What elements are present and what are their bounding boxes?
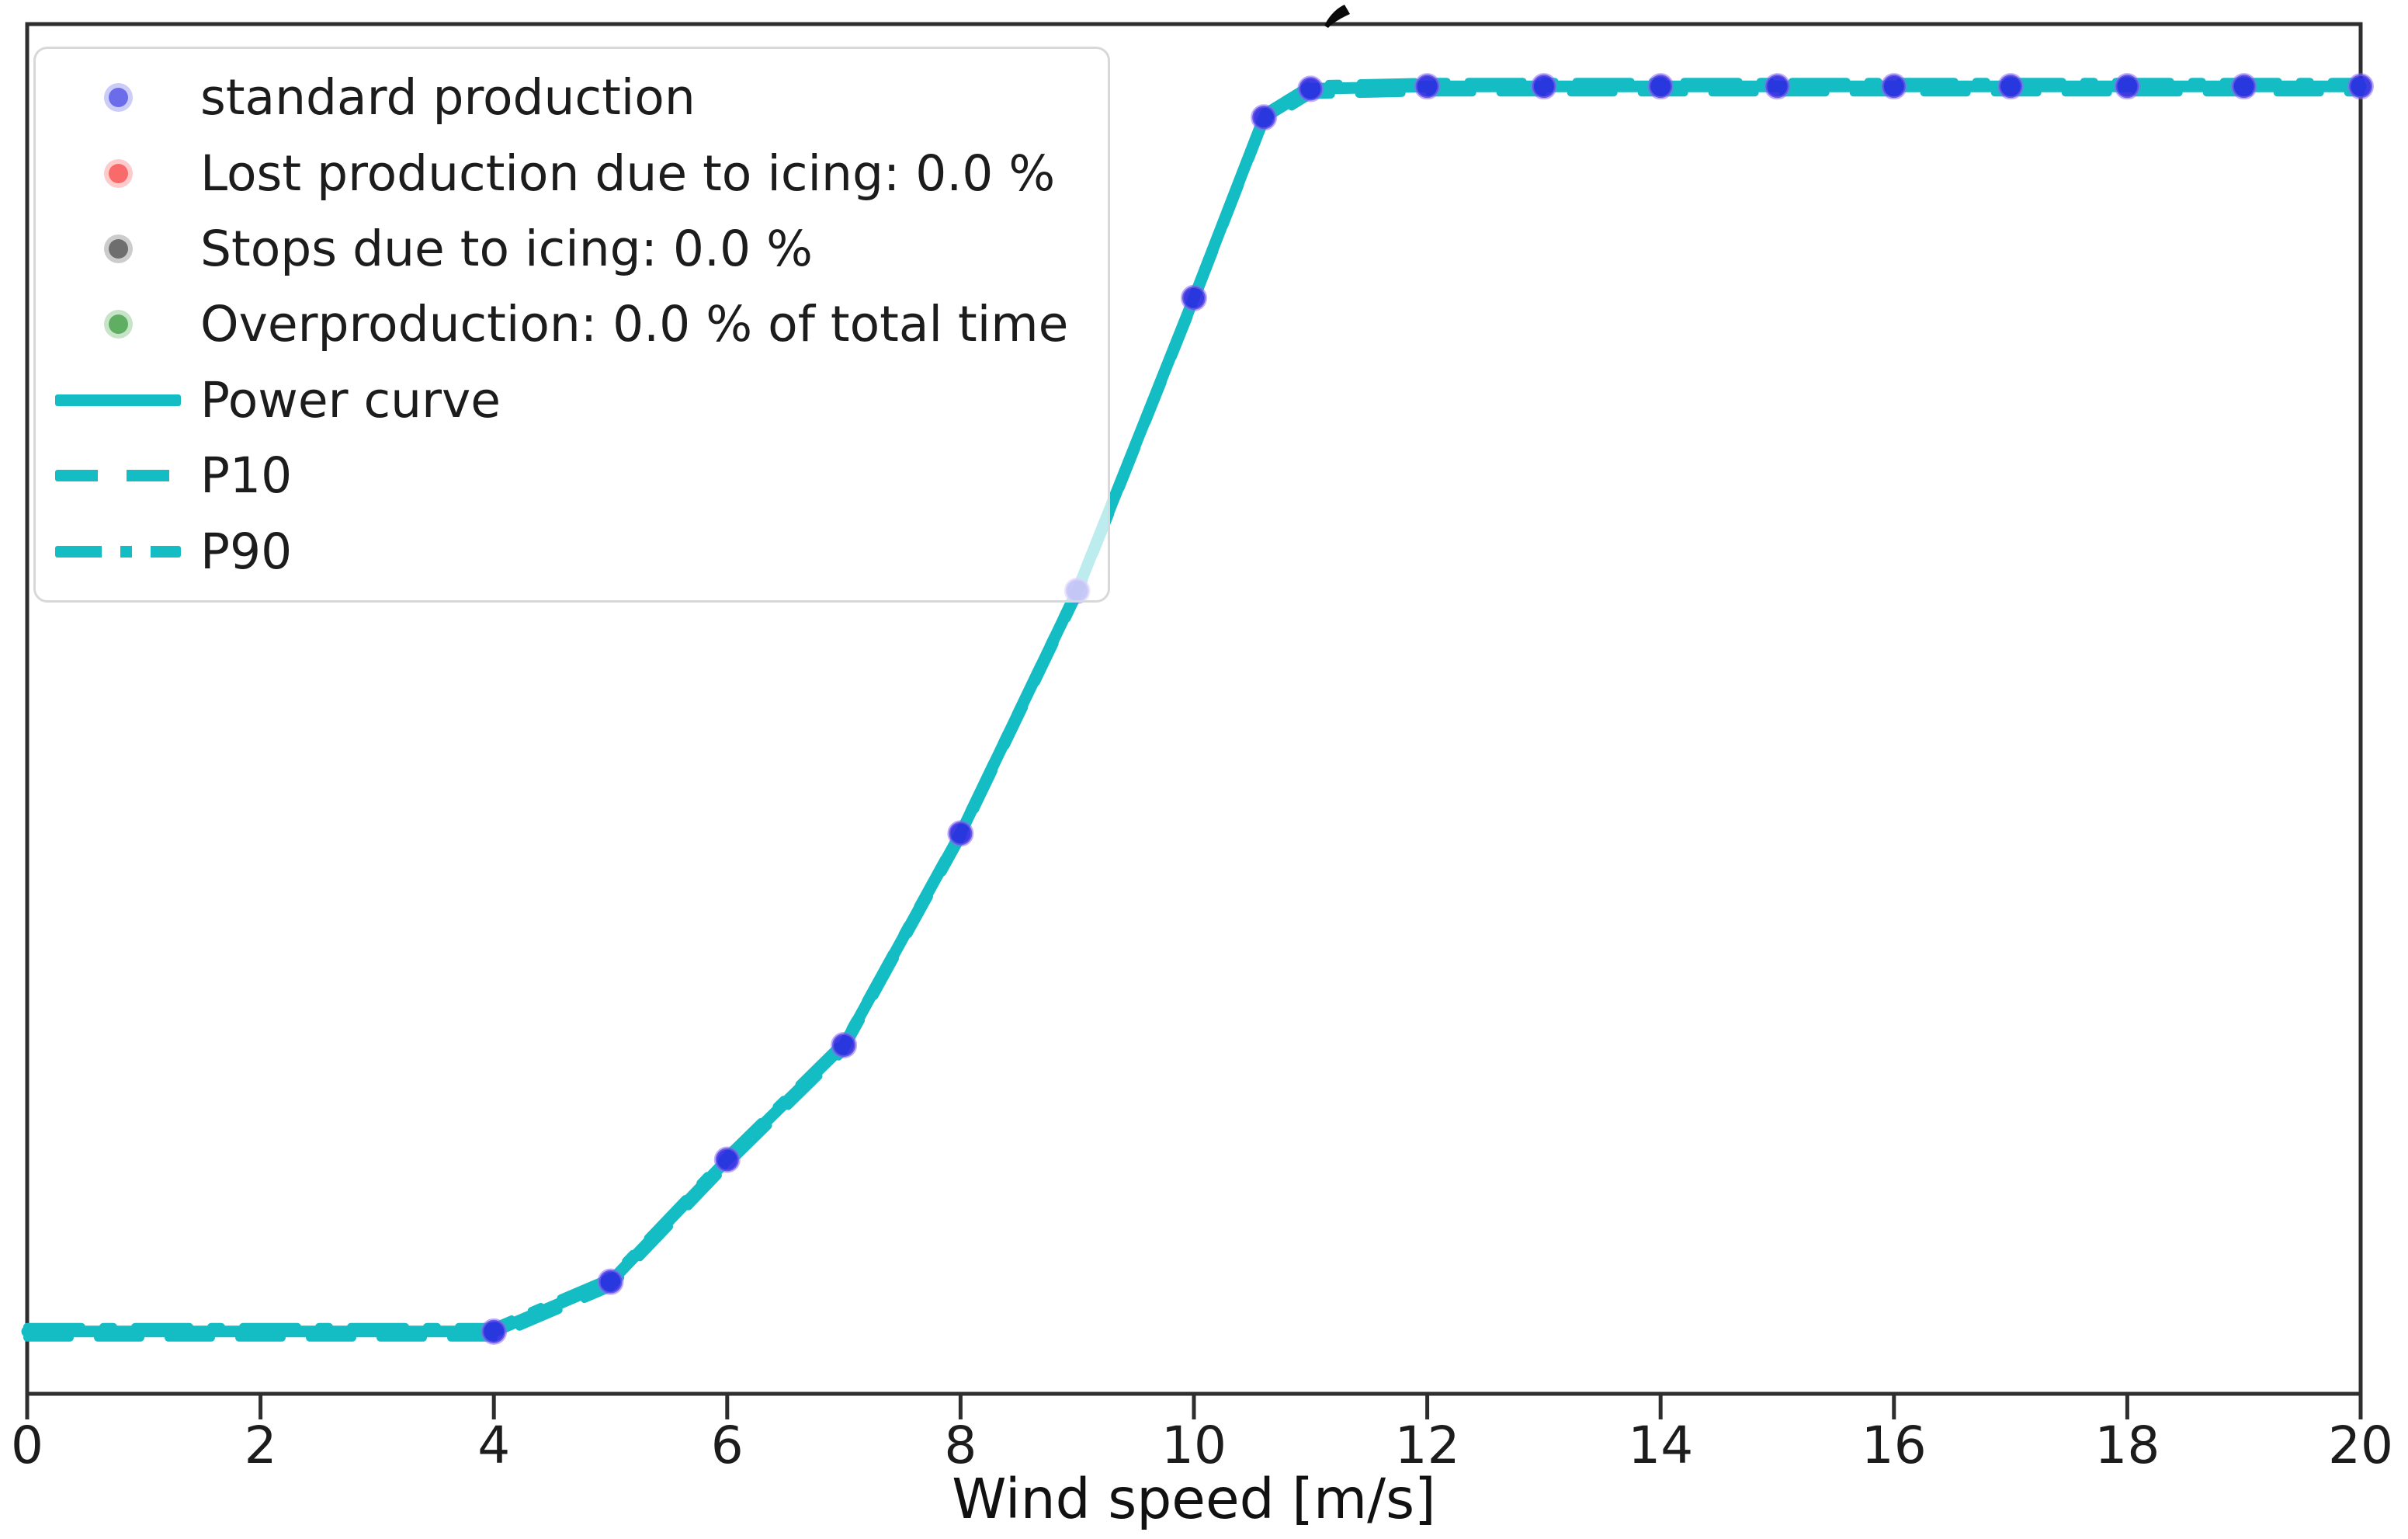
x-tick-label: 0: [11, 1416, 43, 1475]
stops-icing-dot-icon: [108, 239, 128, 259]
legend-marker-cell: [36, 314, 200, 335]
legend-marker-cell: [36, 394, 200, 406]
legend-item-label: standard production: [200, 69, 696, 127]
legend-item-label: Lost production due to icing: 0.0 %: [200, 144, 1056, 202]
data-point-standard-production: [1880, 73, 1907, 100]
x-tick-label: 10: [1161, 1416, 1227, 1475]
x-tick-label: 8: [944, 1416, 977, 1475]
legend-item-label: P10: [200, 447, 293, 505]
x-tick-label: 4: [477, 1416, 510, 1475]
legend-item-label: Stops due to icing: 0.0 %: [200, 221, 813, 278]
p90-line-icon: [55, 545, 181, 558]
x-tick-label: 14: [1628, 1416, 1693, 1475]
legend-item-label: Overproduction: 0.0 % of total time: [200, 296, 1069, 353]
legend-item-standard-production: standard production: [36, 61, 1108, 134]
data-point-standard-production: [1647, 73, 1674, 100]
x-tick-label: 20: [2328, 1416, 2393, 1475]
x-tick-label: 6: [711, 1416, 744, 1475]
legend-item-overproduction: Overproduction: 0.0 % of total time: [36, 288, 1108, 361]
legend-item-stops-icing: Stops due to icing: 0.0 %: [36, 213, 1108, 286]
lost-production-icing-dot-icon: [108, 163, 128, 183]
legend: standard production Lost production due t…: [33, 47, 1110, 603]
clipped-title-fragment: [1324, 5, 1350, 28]
legend-item-lost-production-icing: Lost production due to icing: 0.0 %: [36, 137, 1108, 210]
x-tick-label: 12: [1395, 1416, 1460, 1475]
p90-line: [23, 78, 2365, 1331]
data-point-standard-production: [2114, 73, 2141, 100]
data-point-standard-production: [597, 1268, 624, 1295]
power-curve-line-icon: [55, 394, 181, 406]
legend-item-p90: P90: [36, 515, 1108, 588]
data-point-standard-production: [947, 820, 974, 847]
data-point-standard-production: [1530, 73, 1557, 100]
legend-item-label: P90: [200, 523, 293, 580]
legend-marker-cell: [36, 545, 200, 558]
legend-marker-cell: [36, 470, 200, 482]
data-point-standard-production: [713, 1146, 741, 1173]
x-tick-label: 16: [1862, 1416, 1927, 1475]
p10-line: [23, 89, 2365, 1342]
data-point-standard-production: [481, 1318, 508, 1345]
data-point-standard-production: [1414, 73, 1441, 100]
data-point-standard-production: [1251, 104, 1278, 131]
standard-production-dot-icon: [108, 88, 128, 108]
legend-marker-cell: [36, 88, 200, 108]
data-point-standard-production: [2230, 73, 2257, 100]
data-point-standard-production: [1764, 73, 1791, 100]
legend-marker-cell: [36, 239, 200, 259]
x-tick-label: 2: [245, 1416, 277, 1475]
legend-item-power-curve: Power curve: [36, 363, 1108, 436]
data-point-standard-production: [1297, 75, 1324, 102]
overproduction-dot-icon: [108, 314, 128, 335]
data-point-standard-production: [2347, 73, 2374, 100]
p10-line-icon: [55, 470, 181, 482]
data-point-standard-production: [1997, 73, 2025, 100]
x-axis-label: Wind speed [m/s]: [952, 1467, 1436, 1531]
x-tick-label: 18: [2094, 1416, 2160, 1475]
legend-item-label: Power curve: [200, 371, 501, 429]
data-point-standard-production: [831, 1031, 858, 1058]
legend-marker-cell: [36, 163, 200, 183]
data-point-standard-production: [1181, 284, 1207, 311]
legend-item-p10: P10: [36, 439, 1108, 512]
